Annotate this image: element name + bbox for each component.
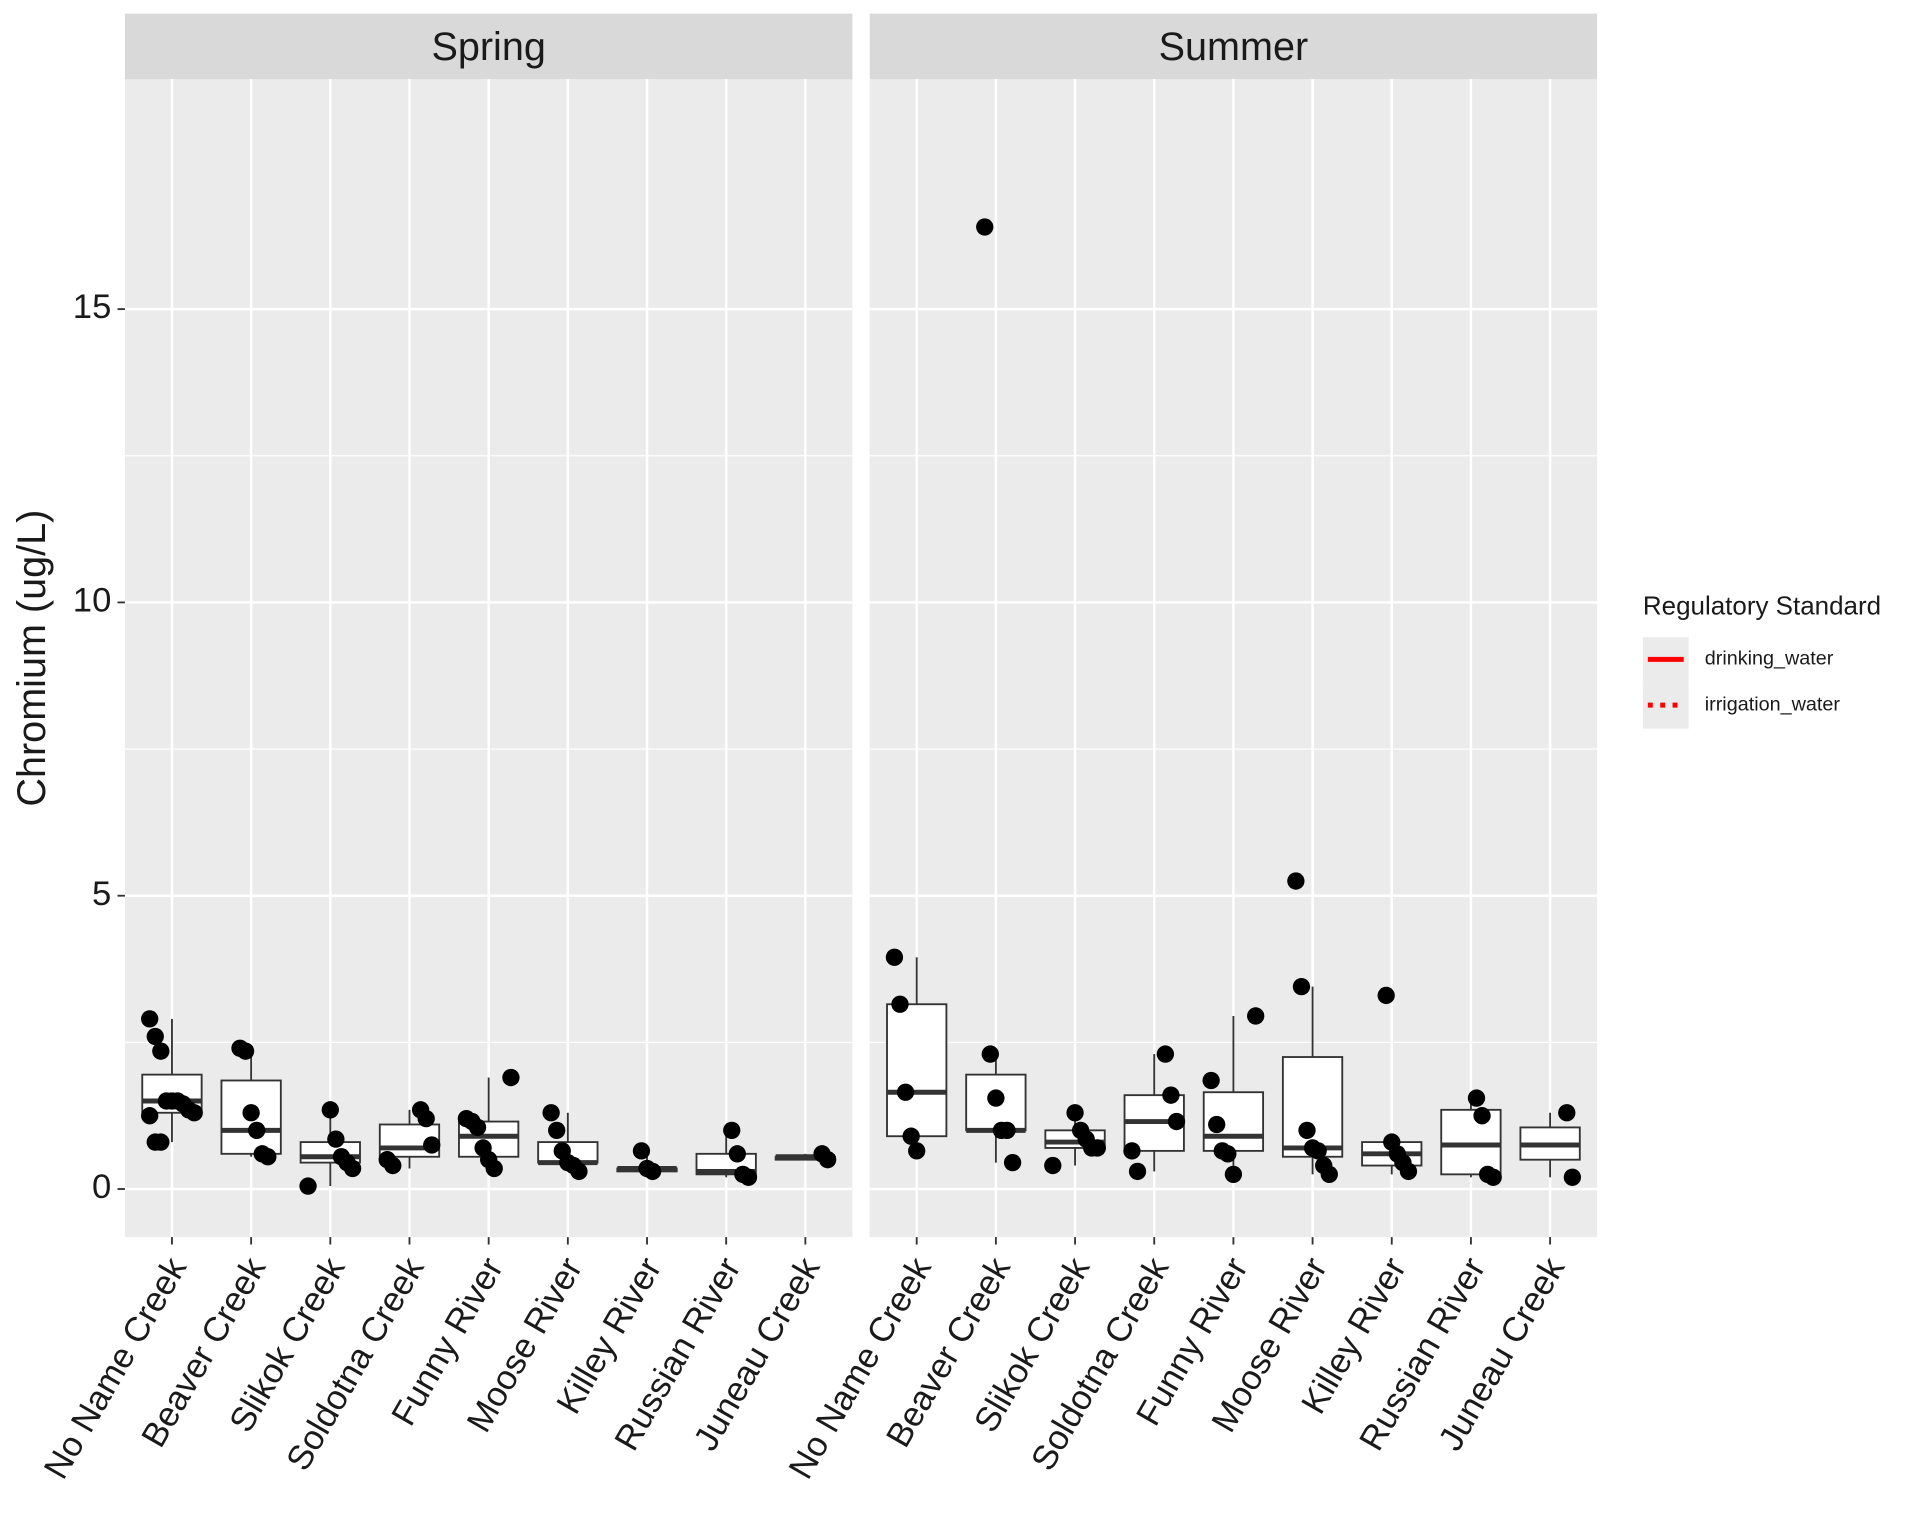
point	[248, 1121, 266, 1140]
point	[321, 1101, 339, 1119]
point	[1003, 1153, 1022, 1172]
strip-title: Summer	[1159, 25, 1309, 69]
point	[902, 1127, 920, 1145]
point	[1377, 986, 1395, 1005]
point	[327, 1130, 345, 1148]
point	[896, 1083, 915, 1101]
point	[1287, 872, 1305, 890]
point	[152, 1042, 170, 1060]
point	[1044, 1156, 1062, 1175]
point	[998, 1121, 1016, 1140]
point	[1563, 1168, 1582, 1186]
point	[1473, 1107, 1491, 1125]
point	[1156, 1045, 1175, 1063]
point	[1292, 977, 1311, 996]
box	[220, 1079, 282, 1155]
point	[570, 1162, 588, 1181]
point	[423, 1136, 441, 1154]
point	[723, 1121, 741, 1140]
point	[548, 1121, 566, 1140]
point	[891, 995, 909, 1013]
y-tick-label: 5	[92, 875, 111, 913]
point	[236, 1042, 255, 1060]
point	[1399, 1162, 1418, 1181]
strip	[869, 13, 1598, 80]
point	[1219, 1145, 1237, 1163]
point	[728, 1145, 746, 1163]
point	[146, 1027, 164, 1046]
point	[885, 948, 904, 966]
legend-title: Regulatory Standard	[1643, 590, 1881, 620]
y-tick-label: 0	[92, 1168, 111, 1206]
point	[299, 1177, 317, 1195]
y-axis-title: Chromium (ug/L)	[10, 510, 54, 807]
point	[141, 1010, 159, 1028]
point	[818, 1151, 837, 1169]
point	[1167, 1112, 1186, 1131]
strip-title: Spring	[431, 25, 545, 69]
point	[417, 1109, 435, 1128]
point	[259, 1148, 277, 1166]
point	[1224, 1165, 1243, 1184]
legend-label: irrigation_water	[1705, 693, 1841, 715]
point	[1208, 1115, 1226, 1134]
point	[384, 1156, 402, 1175]
point	[643, 1162, 662, 1181]
box	[1440, 1108, 1502, 1176]
point	[542, 1104, 560, 1122]
point	[1162, 1086, 1180, 1104]
x-tick-label: No Name Creek	[37, 1251, 194, 1486]
point	[1247, 1007, 1265, 1025]
point	[1309, 1142, 1327, 1160]
point	[141, 1107, 159, 1125]
point	[739, 1168, 758, 1186]
y-tick-label: 15	[73, 288, 112, 326]
point	[1298, 1121, 1316, 1140]
point	[468, 1118, 487, 1137]
point	[485, 1159, 503, 1178]
y-tick-label: 10	[73, 582, 112, 620]
point	[1128, 1162, 1147, 1181]
point	[1123, 1142, 1141, 1160]
point	[343, 1159, 362, 1178]
point	[242, 1104, 260, 1122]
point	[1558, 1104, 1576, 1122]
point	[185, 1104, 203, 1122]
point	[1467, 1089, 1486, 1107]
point	[1484, 1168, 1502, 1186]
legend-label: drinking_water	[1705, 648, 1834, 670]
point	[1202, 1071, 1220, 1090]
box	[886, 1003, 948, 1138]
point	[1088, 1139, 1106, 1157]
point	[1066, 1104, 1084, 1122]
point	[632, 1142, 651, 1160]
point	[981, 1045, 999, 1063]
point	[1320, 1165, 1338, 1184]
strip	[124, 13, 853, 80]
point	[976, 218, 994, 236]
point	[987, 1089, 1005, 1107]
point	[908, 1142, 926, 1160]
point	[502, 1068, 520, 1087]
point	[152, 1133, 170, 1151]
